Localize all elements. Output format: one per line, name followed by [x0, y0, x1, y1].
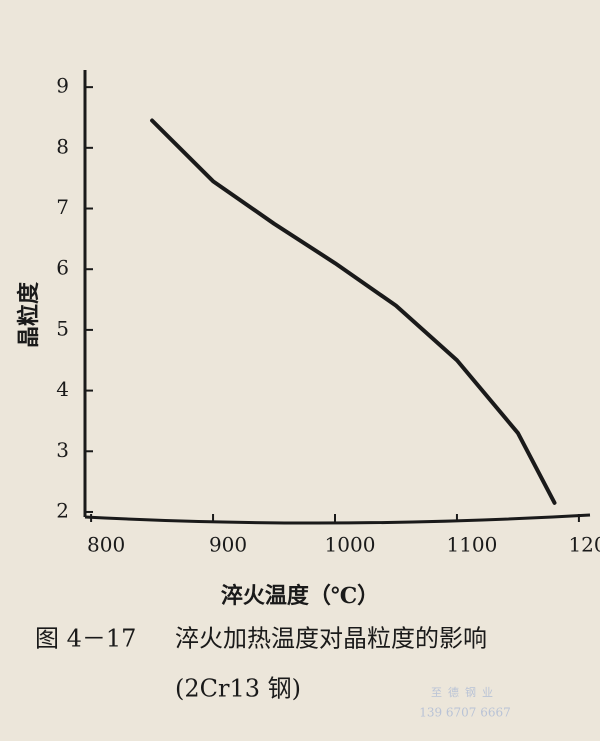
y-tick-label: 9: [56, 74, 69, 98]
watermark: 至德钢业: [431, 685, 499, 699]
x-tick-label: 1000: [325, 533, 376, 557]
watermark: 139 6707 6667: [419, 706, 511, 720]
curve: [150, 118, 557, 505]
y-tick-label: 5: [56, 316, 69, 340]
y-tick-label: 7: [56, 195, 69, 219]
figure-caption: 图 4－17: [35, 625, 136, 653]
y-tick-label: 4: [56, 377, 69, 401]
y-tick-label: 2: [56, 498, 69, 522]
x-tick-label: 1100: [446, 533, 497, 557]
y-tick-label: 8: [56, 134, 69, 158]
y-tick-label: 3: [56, 438, 69, 462]
y-axis-label: 晶粒度: [16, 281, 42, 348]
x-tick-label: 1200: [568, 533, 600, 557]
chart-title: 淬火加热温度对晶粒度的影响: [175, 625, 487, 653]
x-axis: [84, 513, 591, 525]
x-tick-label: 900: [209, 533, 247, 557]
chart-subtitle: (2Cr13 钢): [175, 675, 301, 703]
y-tick-label: 6: [56, 256, 69, 280]
x-axis-label: 淬火温度（℃）: [221, 583, 379, 609]
x-tick-label: 800: [87, 533, 125, 557]
